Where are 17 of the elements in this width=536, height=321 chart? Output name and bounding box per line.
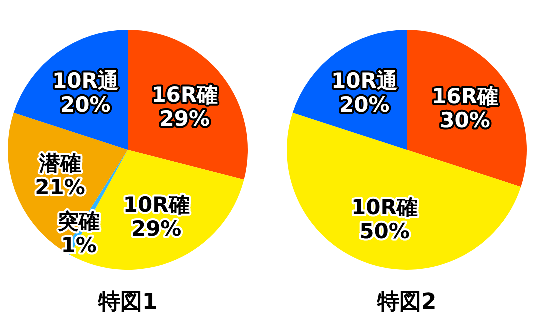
data-label: 29% [160,106,210,131]
slice-label: 10R通 [331,68,398,93]
text: 特図1 [97,290,158,315]
data-label: 20% [60,92,111,117]
data-label: 50% [360,219,410,244]
slice-label: 10R確 [123,193,190,218]
slice-label: 10R通 [52,68,119,93]
data-label: 29% [131,217,182,242]
data-label: 21% [35,175,86,200]
data-label: 30% [440,108,490,133]
slice-label: 16R確 [432,84,498,109]
slice-label: 10R確 [352,195,418,220]
data-label: 20% [340,92,390,117]
slice-label: 16R確 [152,82,218,107]
pie-slice [287,112,522,270]
text: 特図2 [376,290,437,315]
slice-label: 潜確 [38,151,82,176]
